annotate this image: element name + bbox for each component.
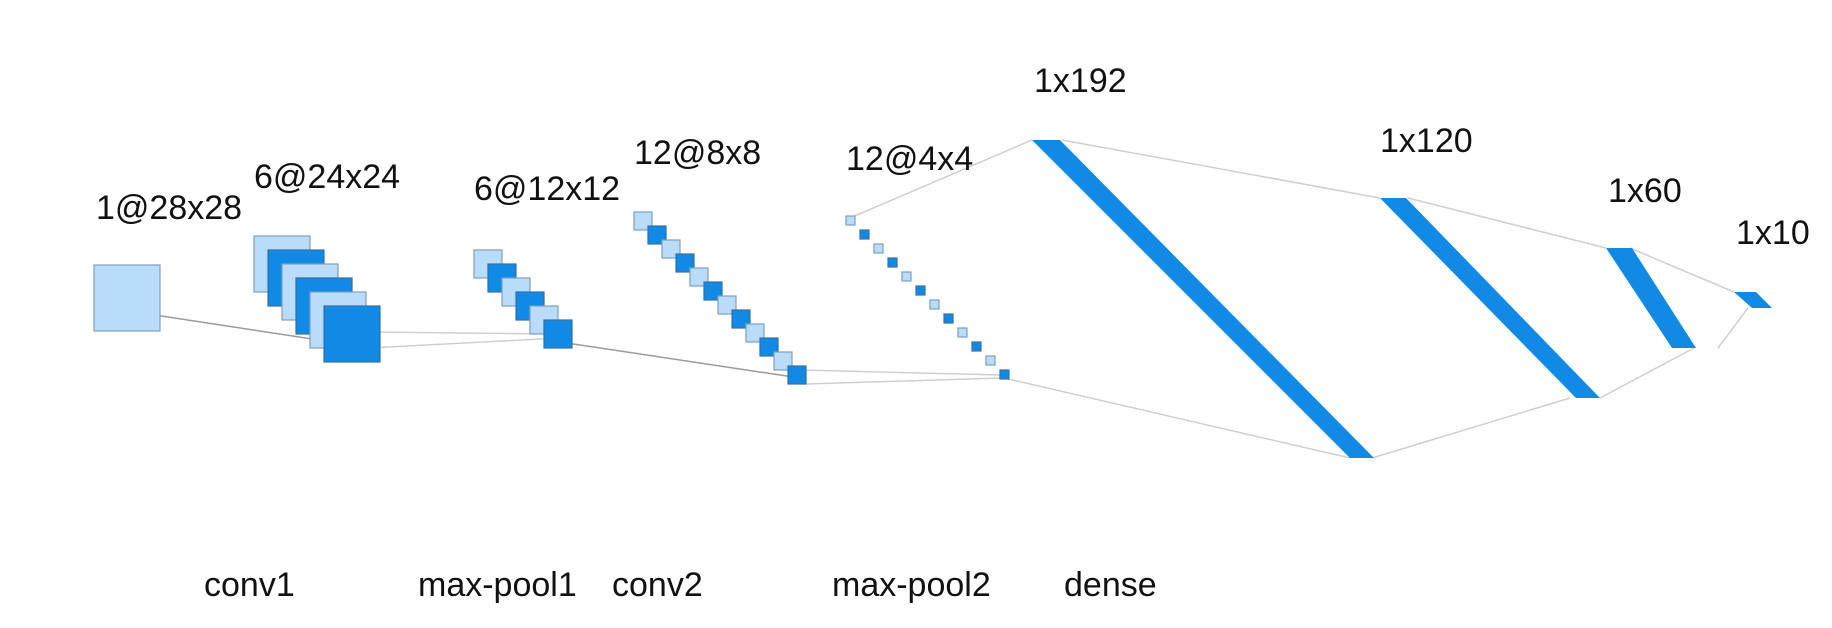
connector-dense120-dense60-top: [1407, 197, 1607, 249]
layer-shape-label: 12@4x4: [846, 140, 973, 178]
operation-label: max-pool1: [418, 566, 577, 604]
feature-map: [957, 327, 968, 338]
connector-conv2-pool2-top: [799, 369, 1003, 376]
layer-shape-label: 1x120: [1380, 122, 1473, 160]
feature-map: [543, 319, 573, 349]
feature-map: [943, 313, 954, 324]
dense-layer-192: [1032, 140, 1374, 458]
conv1-feature-maps: [253, 235, 381, 363]
layer-shape-label: 6@24x24: [254, 158, 400, 196]
layer-shape-label: 12@8x8: [634, 134, 761, 172]
feature-map: [887, 257, 898, 268]
operation-label: conv1: [204, 566, 295, 604]
conv2-feature-maps: [633, 211, 807, 385]
layer-shape-labels: 1@28x28 6@24x24 6@12x12 12@8x8 12@4x4 1x…: [96, 62, 1810, 252]
connector-dense60-dense10-bottom: [1717, 307, 1749, 349]
connector-conv2-pool2-bottom: [805, 377, 1003, 385]
layer-shape-label: 1x10: [1736, 214, 1810, 252]
operation-label: dense: [1064, 566, 1157, 604]
feature-map: [845, 215, 856, 226]
layer-shape-label: 1@28x28: [96, 189, 242, 227]
dense-layer-60: [1606, 248, 1696, 348]
connector-pool2-dense192-top: [849, 139, 1033, 219]
connector-dense192-dense120-bottom: [1371, 397, 1571, 459]
feature-map: [929, 299, 940, 310]
feature-map: [985, 355, 996, 366]
connector-dense192-dense120-top: [1061, 139, 1381, 199]
layer-shape-label: 1x60: [1608, 172, 1682, 210]
connector-dense120-dense60-bottom: [1599, 347, 1695, 399]
feature-map: [323, 305, 381, 363]
feature-map: [901, 271, 912, 282]
feature-map: [999, 369, 1010, 380]
feature-map: [915, 285, 926, 296]
operation-labels: conv1 max-pool1 conv2 max-pool2 dense: [204, 566, 1157, 604]
connector-conv1-pool1-bottom: [367, 337, 561, 349]
pool1-feature-maps: [473, 249, 573, 349]
connector-pool1-conv2: [559, 341, 801, 379]
dense-layers: [1032, 140, 1772, 458]
connection-lines: [121, 139, 1749, 459]
dense-layer-120: [1380, 198, 1600, 398]
layer-shape-label: 1x192: [1034, 62, 1127, 100]
connector-conv1-pool1-top: [367, 331, 561, 335]
input-feature-map: [93, 264, 161, 332]
feature-map: [859, 229, 870, 240]
operation-label: conv2: [612, 566, 703, 604]
feature-map: [971, 341, 982, 352]
operation-label: max-pool2: [832, 566, 991, 604]
connector-dense60-dense10-top: [1629, 247, 1735, 293]
layer-shape-label: 6@12x12: [474, 170, 620, 208]
pool2-feature-maps: [845, 215, 1010, 380]
connector-pool2-dense192-bottom: [1003, 377, 1351, 459]
dense-layer-10: [1734, 292, 1772, 308]
feature-map: [787, 365, 807, 385]
input-layer: [93, 264, 161, 332]
feature-map: [873, 243, 884, 254]
